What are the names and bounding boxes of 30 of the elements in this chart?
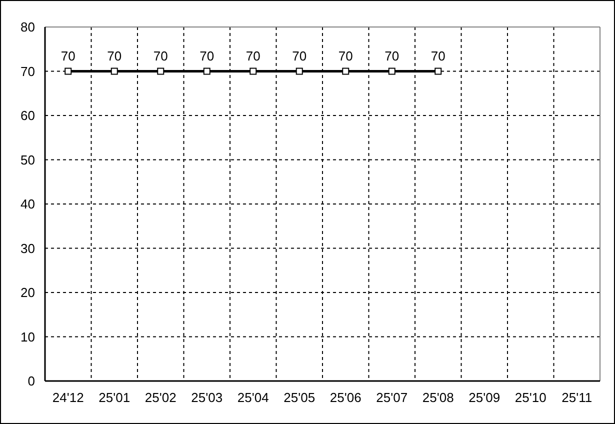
x-tick-label: 25'07 [376,390,408,406]
x-tick-label: 25'05 [284,390,316,406]
data-label: 70 [200,48,214,64]
x-tick-label: 25'11 [562,390,592,406]
y-tick-label: 10 [20,329,35,344]
y-tick-label: 60 [20,108,35,124]
y-tick-label: 80 [20,20,35,35]
x-tick-label: 25'03 [191,390,223,406]
data-label: 70 [384,48,400,64]
x-tick-label: 24'12 [52,390,84,406]
x-tick-label: 25'09 [468,390,500,406]
data-label: 70 [292,48,307,64]
data-label: 70 [246,48,260,64]
data-label: 70 [107,48,122,64]
data-label: 70 [338,48,353,64]
y-tick-label: 40 [20,196,35,212]
x-tick-label: 25'08 [422,390,454,406]
x-tick-label: 25'06 [330,390,362,406]
y-tick-label: 70 [20,64,35,79]
y-tick-label: 20 [20,285,35,300]
x-tick-label: 25'02 [144,390,176,406]
y-tick-label: 0 [28,374,35,389]
y-tick-label: 30 [20,240,35,256]
y-tick-label: 50 [20,152,35,168]
data-label: 70 [60,48,76,64]
data-label: 70 [153,48,168,64]
x-tick-label: 25'04 [237,390,269,406]
x-tick-label: 25'01 [98,390,130,406]
data-label: 70 [430,48,446,64]
x-tick-label: 25'10 [514,390,546,406]
